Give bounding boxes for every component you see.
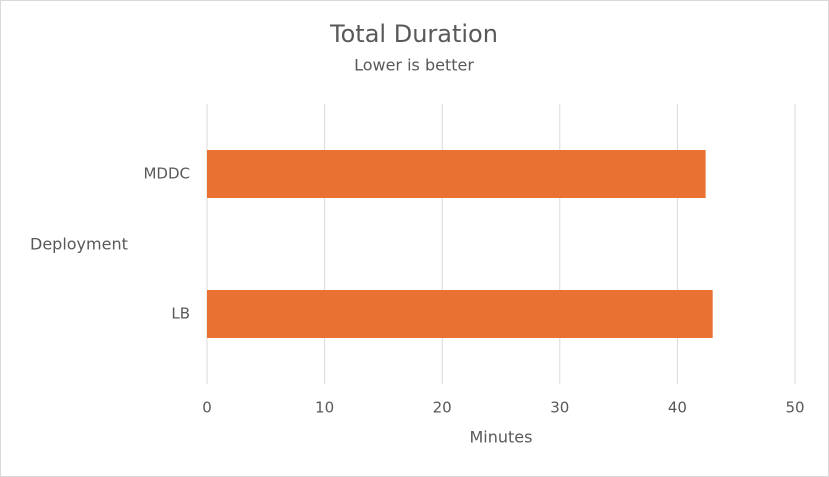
x-tick-label: 50 (785, 399, 804, 417)
y-axis-label: Deployment (30, 235, 128, 254)
x-tick-label: 30 (550, 399, 569, 417)
x-axis-label: Minutes (470, 428, 533, 447)
y-tick-label: MDDC (143, 165, 190, 183)
chart-subtitle: Lower is better (354, 56, 474, 75)
y-tick-label: LB (171, 305, 190, 323)
bar (207, 290, 713, 338)
bar (207, 150, 706, 198)
x-tick-label: 20 (433, 399, 452, 417)
chart-title: Total Duration (329, 20, 498, 48)
x-tick-label: 0 (202, 399, 212, 417)
x-tick-label: 40 (668, 399, 687, 417)
x-tick-label: 10 (315, 399, 334, 417)
